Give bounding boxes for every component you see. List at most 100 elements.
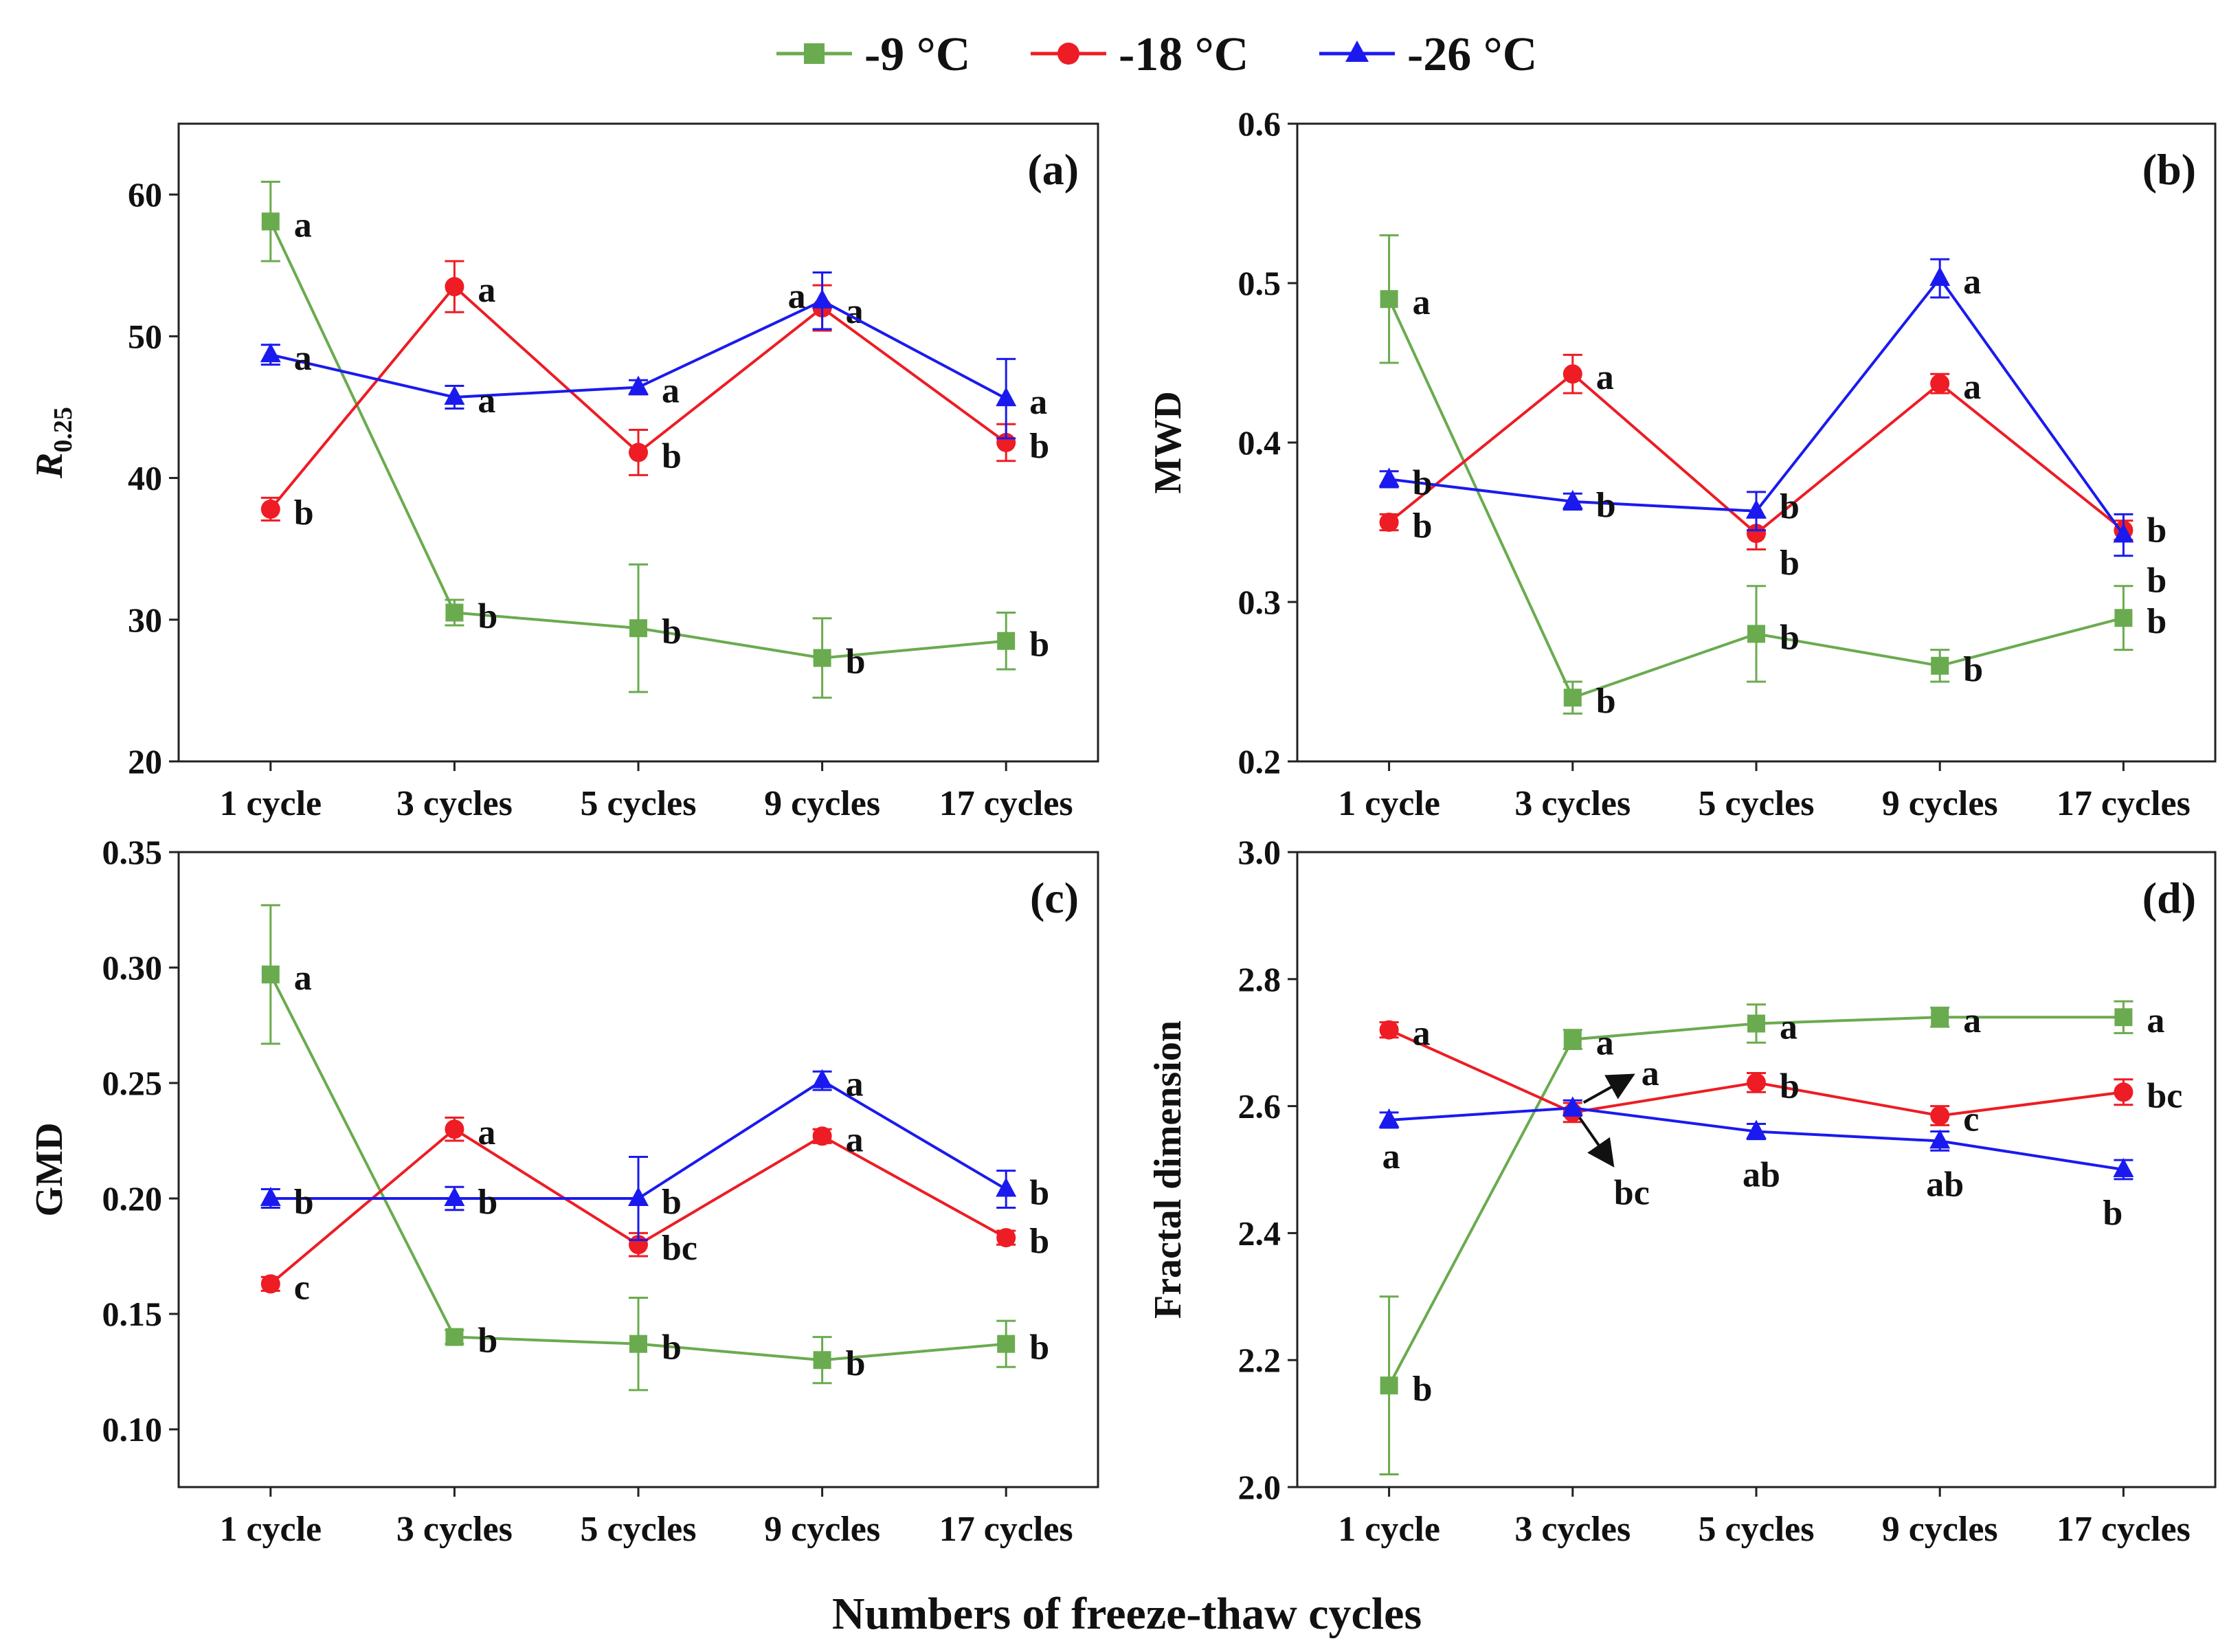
significance-letter: b: [1029, 625, 1049, 665]
significance-letter: a: [1382, 1137, 1400, 1176]
significance-letter: a: [2147, 1001, 2164, 1040]
significance-letter: b: [1413, 463, 1433, 502]
data-point-triangle: [628, 1187, 649, 1206]
y-tick-label: 0.25: [102, 1064, 163, 1102]
significance-letter: ab: [1926, 1165, 1964, 1204]
significance-letter: b: [1780, 544, 1800, 583]
data-point-triangle: [628, 375, 649, 395]
significance-letter: b: [294, 493, 314, 533]
panels: 20 30 40 50 60 1 cycle 3 cycles 5 cycles 9 cycle…: [28, 104, 2217, 1549]
x-tick-label: 1 cycle: [1338, 784, 1440, 823]
significance-letter: b: [662, 1183, 682, 1222]
data-point-square: [1563, 689, 1582, 707]
data-point-circle: [1747, 524, 1766, 544]
y-tick-label: 20: [128, 742, 162, 781]
significance-letter: b: [1029, 427, 1049, 466]
panel-c: 0.10 0.15 0.20 0.25 0.30 0.35 1 cycle 3 cycles 5…: [28, 833, 1099, 1549]
y-tick-label: 2.8: [1238, 960, 1281, 998]
x-tick-label: 9 cycles: [1882, 784, 1998, 823]
legend-marker: [1057, 43, 1079, 65]
panel-label: (a): [1027, 145, 1079, 194]
data-point-square: [261, 965, 280, 984]
significance-letter: b: [1780, 1067, 1800, 1106]
significance-letter: b: [662, 612, 682, 651]
x-tick-label: 3 cycles: [396, 784, 513, 823]
significance-letter: a: [846, 1065, 864, 1104]
significance-letter: a: [1963, 263, 1981, 302]
y-tick-label: 0.10: [102, 1410, 163, 1449]
data-point-square: [1380, 290, 1398, 309]
significance-letter: a: [478, 381, 495, 421]
series-9C: ba a a a: [1379, 1000, 2164, 1476]
data-point-square: [813, 1351, 831, 1370]
x-tick-label: 17 cycles: [939, 784, 1073, 823]
significance-letter: b: [662, 1328, 682, 1368]
data-point-triangle: [1746, 1119, 1767, 1139]
significance-letter: b: [1029, 1328, 1049, 1368]
data-point-square: [2114, 609, 2133, 627]
significance-letter: b: [1780, 487, 1800, 526]
annotation-arrow: [1578, 1117, 1615, 1168]
significance-letter: b: [2147, 602, 2166, 641]
legend-item: -18 °C: [1031, 28, 1248, 81]
data-point-triangle: [1378, 467, 1400, 487]
data-point-square: [2114, 1008, 2133, 1027]
significance-letter: a: [1963, 1001, 1981, 1040]
data-point-triangle: [1746, 499, 1767, 519]
data-point-triangle: [996, 1177, 1017, 1197]
significance-letter: b: [478, 1321, 497, 1361]
data-point-square: [1931, 656, 1949, 675]
legend-label: -26 °C: [1407, 28, 1537, 81]
significance-letter: a: [1963, 368, 1981, 407]
data-point-triangle: [1562, 489, 1583, 509]
data-point-square: [1380, 1376, 1398, 1395]
significance-letter: a: [788, 277, 806, 316]
y-tick-label: 0.6: [1238, 104, 1281, 143]
data-point-circle: [2114, 1082, 2133, 1102]
significance-letter: b: [662, 436, 682, 476]
significance-letter: b: [1780, 618, 1800, 657]
data-point-circle: [1747, 1073, 1766, 1093]
data-point-circle: [1930, 374, 1950, 394]
panel-label: (c): [1030, 873, 1079, 922]
data-point-triangle: [1378, 1108, 1400, 1128]
x-tick-label: 3 cycles: [1514, 784, 1631, 823]
data-point-circle: [996, 1228, 1016, 1248]
y-tick-label: 2.6: [1238, 1087, 1281, 1126]
significance-letter: a: [1780, 1007, 1797, 1047]
panel-a: 20 30 40 50 60 1 cycle 3 cycles 5 cycles 9 cycle…: [28, 122, 1099, 823]
data-point-triangle: [444, 1187, 465, 1206]
x-tick-label: 5 cycles: [1699, 784, 1815, 823]
data-point-square: [629, 619, 647, 638]
significance-letter: bc: [1614, 1173, 1650, 1212]
x-tick-label: 1 cycle: [219, 1510, 322, 1549]
data-point-circle: [1379, 1020, 1399, 1040]
significance-letter: a: [294, 959, 312, 998]
legend-label: -18 °C: [1119, 28, 1248, 81]
panel-label: (b): [2142, 145, 2196, 194]
data-point-square: [997, 632, 1016, 650]
data-point-triangle: [1562, 1096, 1583, 1116]
y-axis-title: MWD: [1147, 391, 1189, 493]
x-tick-label: 17 cycles: [2057, 784, 2191, 823]
y-tick-label: 0.20: [102, 1179, 163, 1218]
y-tick-label: 3.0: [1238, 833, 1281, 871]
significance-letter: b: [846, 1344, 866, 1383]
significance-letter: b: [1029, 1174, 1049, 1213]
data-point-square: [629, 1335, 647, 1353]
data-point-square: [1931, 1008, 1949, 1027]
data-point-triangle: [811, 289, 833, 309]
legend-label: -9 °C: [864, 28, 970, 81]
data-point-square: [1747, 625, 1765, 643]
data-point-triangle: [996, 387, 1017, 407]
significance-letter: bc: [2147, 1076, 2182, 1115]
y-axis-title: R0.25: [28, 407, 78, 479]
significance-letter: a: [294, 339, 312, 378]
significance-letter: a: [1413, 283, 1431, 322]
data-point-triangle: [444, 386, 465, 405]
significance-letter: b: [846, 642, 866, 681]
significance-letter: ab: [1743, 1156, 1780, 1195]
